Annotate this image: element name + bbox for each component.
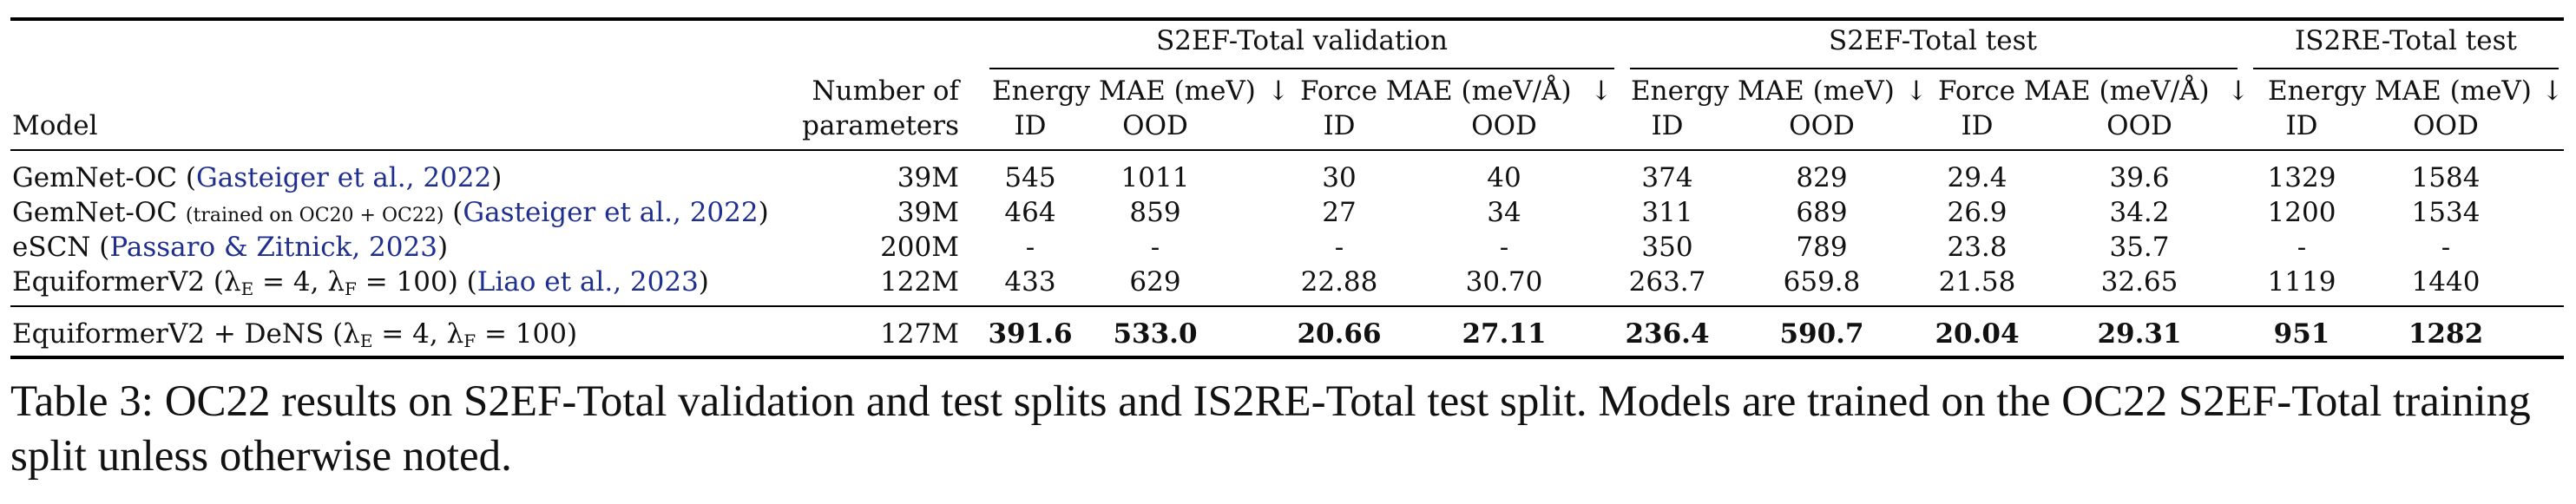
table-cell-final-2: 20.66 bbox=[1297, 318, 1382, 350]
table-row-params-0: 39M bbox=[897, 162, 959, 193]
table-cell-0-9: 1584 bbox=[2411, 162, 2481, 193]
bottom-rule bbox=[10, 356, 2564, 359]
table-cell-2-3: - bbox=[1499, 232, 1509, 263]
id-header-8: ID bbox=[2285, 110, 2318, 141]
table-cell-0-0: 545 bbox=[1004, 162, 1056, 193]
ood-header-5: OOD bbox=[1789, 110, 1855, 141]
table-cell-2-2: - bbox=[1334, 232, 1344, 263]
group-header-is2re-test: IS2RE-Total test bbox=[2295, 25, 2517, 56]
table-cell-final-0: 391.6 bbox=[988, 318, 1073, 350]
table-cell-2-8: - bbox=[2297, 232, 2307, 263]
table-cell-final-6: 20.04 bbox=[1935, 318, 2020, 350]
id-header-4: ID bbox=[1651, 110, 1684, 141]
arrow-energy-test: ↓ bbox=[1905, 75, 1928, 107]
id-header-6: ID bbox=[1961, 110, 1994, 141]
table-cell-3-5: 659.8 bbox=[1783, 266, 1861, 298]
model-header: Model bbox=[12, 110, 98, 141]
ood-header-3: OOD bbox=[1471, 110, 1537, 141]
table-cell-3-7: 32.65 bbox=[2100, 266, 2178, 298]
group-underline-is2re-test bbox=[2253, 68, 2559, 69]
table-cell-0-6: 29.4 bbox=[1947, 162, 2008, 193]
table-row-params-1: 39M bbox=[897, 197, 959, 228]
table-cell-1-8: 1200 bbox=[2267, 197, 2336, 228]
header-bottom-rule bbox=[10, 149, 2564, 151]
id-header-0: ID bbox=[1014, 110, 1047, 141]
table-row-model-final: EquiformerV2 + DeNS (λE = 4, λF = 100) bbox=[12, 318, 578, 351]
table-cell-0-3: 40 bbox=[1487, 162, 1521, 193]
table-cell-0-2: 30 bbox=[1322, 162, 1357, 193]
table-cell-3-9: 1440 bbox=[2411, 266, 2481, 298]
table-row-model-0: GemNet-OC (Gasteiger et al., 2022) bbox=[12, 162, 503, 193]
table-row-params-final: 127M bbox=[880, 318, 959, 350]
table-row-model-3: EquiformerV2 (λE = 4, λF = 100) (Liao et… bbox=[12, 266, 709, 299]
top-rule bbox=[10, 17, 2564, 21]
table-cell-2-7: 35.7 bbox=[2109, 232, 2170, 263]
table-cell-final-4: 236.4 bbox=[1625, 318, 1710, 350]
table-cell-3-6: 21.58 bbox=[1938, 266, 2016, 298]
force-mae-header-test: Force MAE (meV/Å) bbox=[1938, 75, 2210, 107]
table-cell-1-7: 34.2 bbox=[2109, 197, 2170, 228]
params-header-line1: Number of bbox=[812, 75, 960, 107]
table-row-model-1: GemNet-OC (trained on OC20 + OC22) (Gast… bbox=[12, 197, 769, 228]
table-cell-final-5: 590.7 bbox=[1779, 318, 1864, 350]
table-cell-final-7: 29.31 bbox=[2097, 318, 2182, 350]
table-cell-final-3: 27.11 bbox=[1462, 318, 1547, 350]
params-header-line2: parameters bbox=[802, 110, 959, 141]
table-cell-3-3: 30.70 bbox=[1465, 266, 1543, 298]
table-cell-1-0: 464 bbox=[1004, 197, 1056, 228]
table-cell-3-2: 22.88 bbox=[1300, 266, 1378, 298]
table-row-model-2: eSCN (Passaro & Zitnick, 2023) bbox=[12, 232, 449, 263]
ood-header-9: OOD bbox=[2413, 110, 2479, 141]
table-cell-2-0: - bbox=[1025, 232, 1035, 263]
table-cell-3-0: 433 bbox=[1004, 266, 1056, 298]
table-cell-0-4: 374 bbox=[1641, 162, 1693, 193]
table-cell-1-5: 689 bbox=[1796, 197, 1848, 228]
arrow-force-val: ↓ bbox=[1590, 75, 1613, 107]
force-mae-header-val: Force MAE (meV/Å) bbox=[1300, 75, 1572, 107]
table-cell-1-6: 26.9 bbox=[1947, 197, 2008, 228]
table-cell-3-1: 629 bbox=[1129, 266, 1181, 298]
table-cell-2-4: 350 bbox=[1641, 232, 1693, 263]
arrow-force-test: ↓ bbox=[2227, 75, 2250, 107]
energy-mae-header-test: Energy MAE (meV) bbox=[1631, 75, 1895, 107]
table-cell-1-4: 311 bbox=[1641, 197, 1693, 228]
table-cell-3-8: 1119 bbox=[2267, 266, 2336, 298]
ood-header-7: OOD bbox=[2106, 110, 2172, 141]
table-cell-2-5: 789 bbox=[1796, 232, 1848, 263]
energy-mae-header-val: Energy MAE (meV) bbox=[992, 75, 1256, 107]
group-header-s2ef-val: S2EF-Total validation bbox=[1156, 25, 1448, 56]
group-header-s2ef-test: S2EF-Total test bbox=[1829, 25, 2037, 56]
table-cell-1-9: 1534 bbox=[2411, 197, 2481, 228]
table-row-params-3: 122M bbox=[880, 266, 959, 298]
ood-header-1: OOD bbox=[1122, 110, 1188, 141]
table-caption: Table 3: OC22 results on S2EF-Total vali… bbox=[10, 377, 2531, 481]
table-cell-2-1: - bbox=[1150, 232, 1160, 263]
group-underline-s2ef-val bbox=[989, 68, 1614, 69]
table-cell-0-5: 829 bbox=[1796, 162, 1848, 193]
results-table: S2EF-Total validation S2EF-Total test IS2R… bbox=[10, 17, 2564, 359]
table-cell-2-9: - bbox=[2441, 232, 2451, 263]
table-cell-1-1: 859 bbox=[1129, 197, 1181, 228]
table-cell-3-4: 263.7 bbox=[1628, 266, 1706, 298]
energy-mae-header-is2re: Energy MAE (meV) bbox=[2268, 75, 2532, 107]
table-cell-final-1: 533.0 bbox=[1113, 318, 1198, 350]
arrow-energy-is2re: ↓ bbox=[2541, 75, 2564, 107]
table-row-params-2: 200M bbox=[880, 232, 959, 263]
table-cell-0-8: 1329 bbox=[2267, 162, 2336, 193]
final-row-separator bbox=[10, 305, 2564, 307]
id-header-2: ID bbox=[1323, 110, 1356, 141]
arrow-energy-val: ↓ bbox=[1267, 75, 1290, 107]
table-cell-0-1: 1011 bbox=[1120, 162, 1190, 193]
table-cell-2-6: 23.8 bbox=[1947, 232, 2008, 263]
table-cell-0-7: 39.6 bbox=[2109, 162, 2170, 193]
table-cell-final-9: 1282 bbox=[2408, 318, 2484, 350]
table-cell-1-2: 27 bbox=[1322, 197, 1357, 228]
group-underline-s2ef-test bbox=[1630, 68, 2238, 69]
table-cell-1-3: 34 bbox=[1487, 197, 1521, 228]
table-cell-final-8: 951 bbox=[2273, 318, 2330, 350]
